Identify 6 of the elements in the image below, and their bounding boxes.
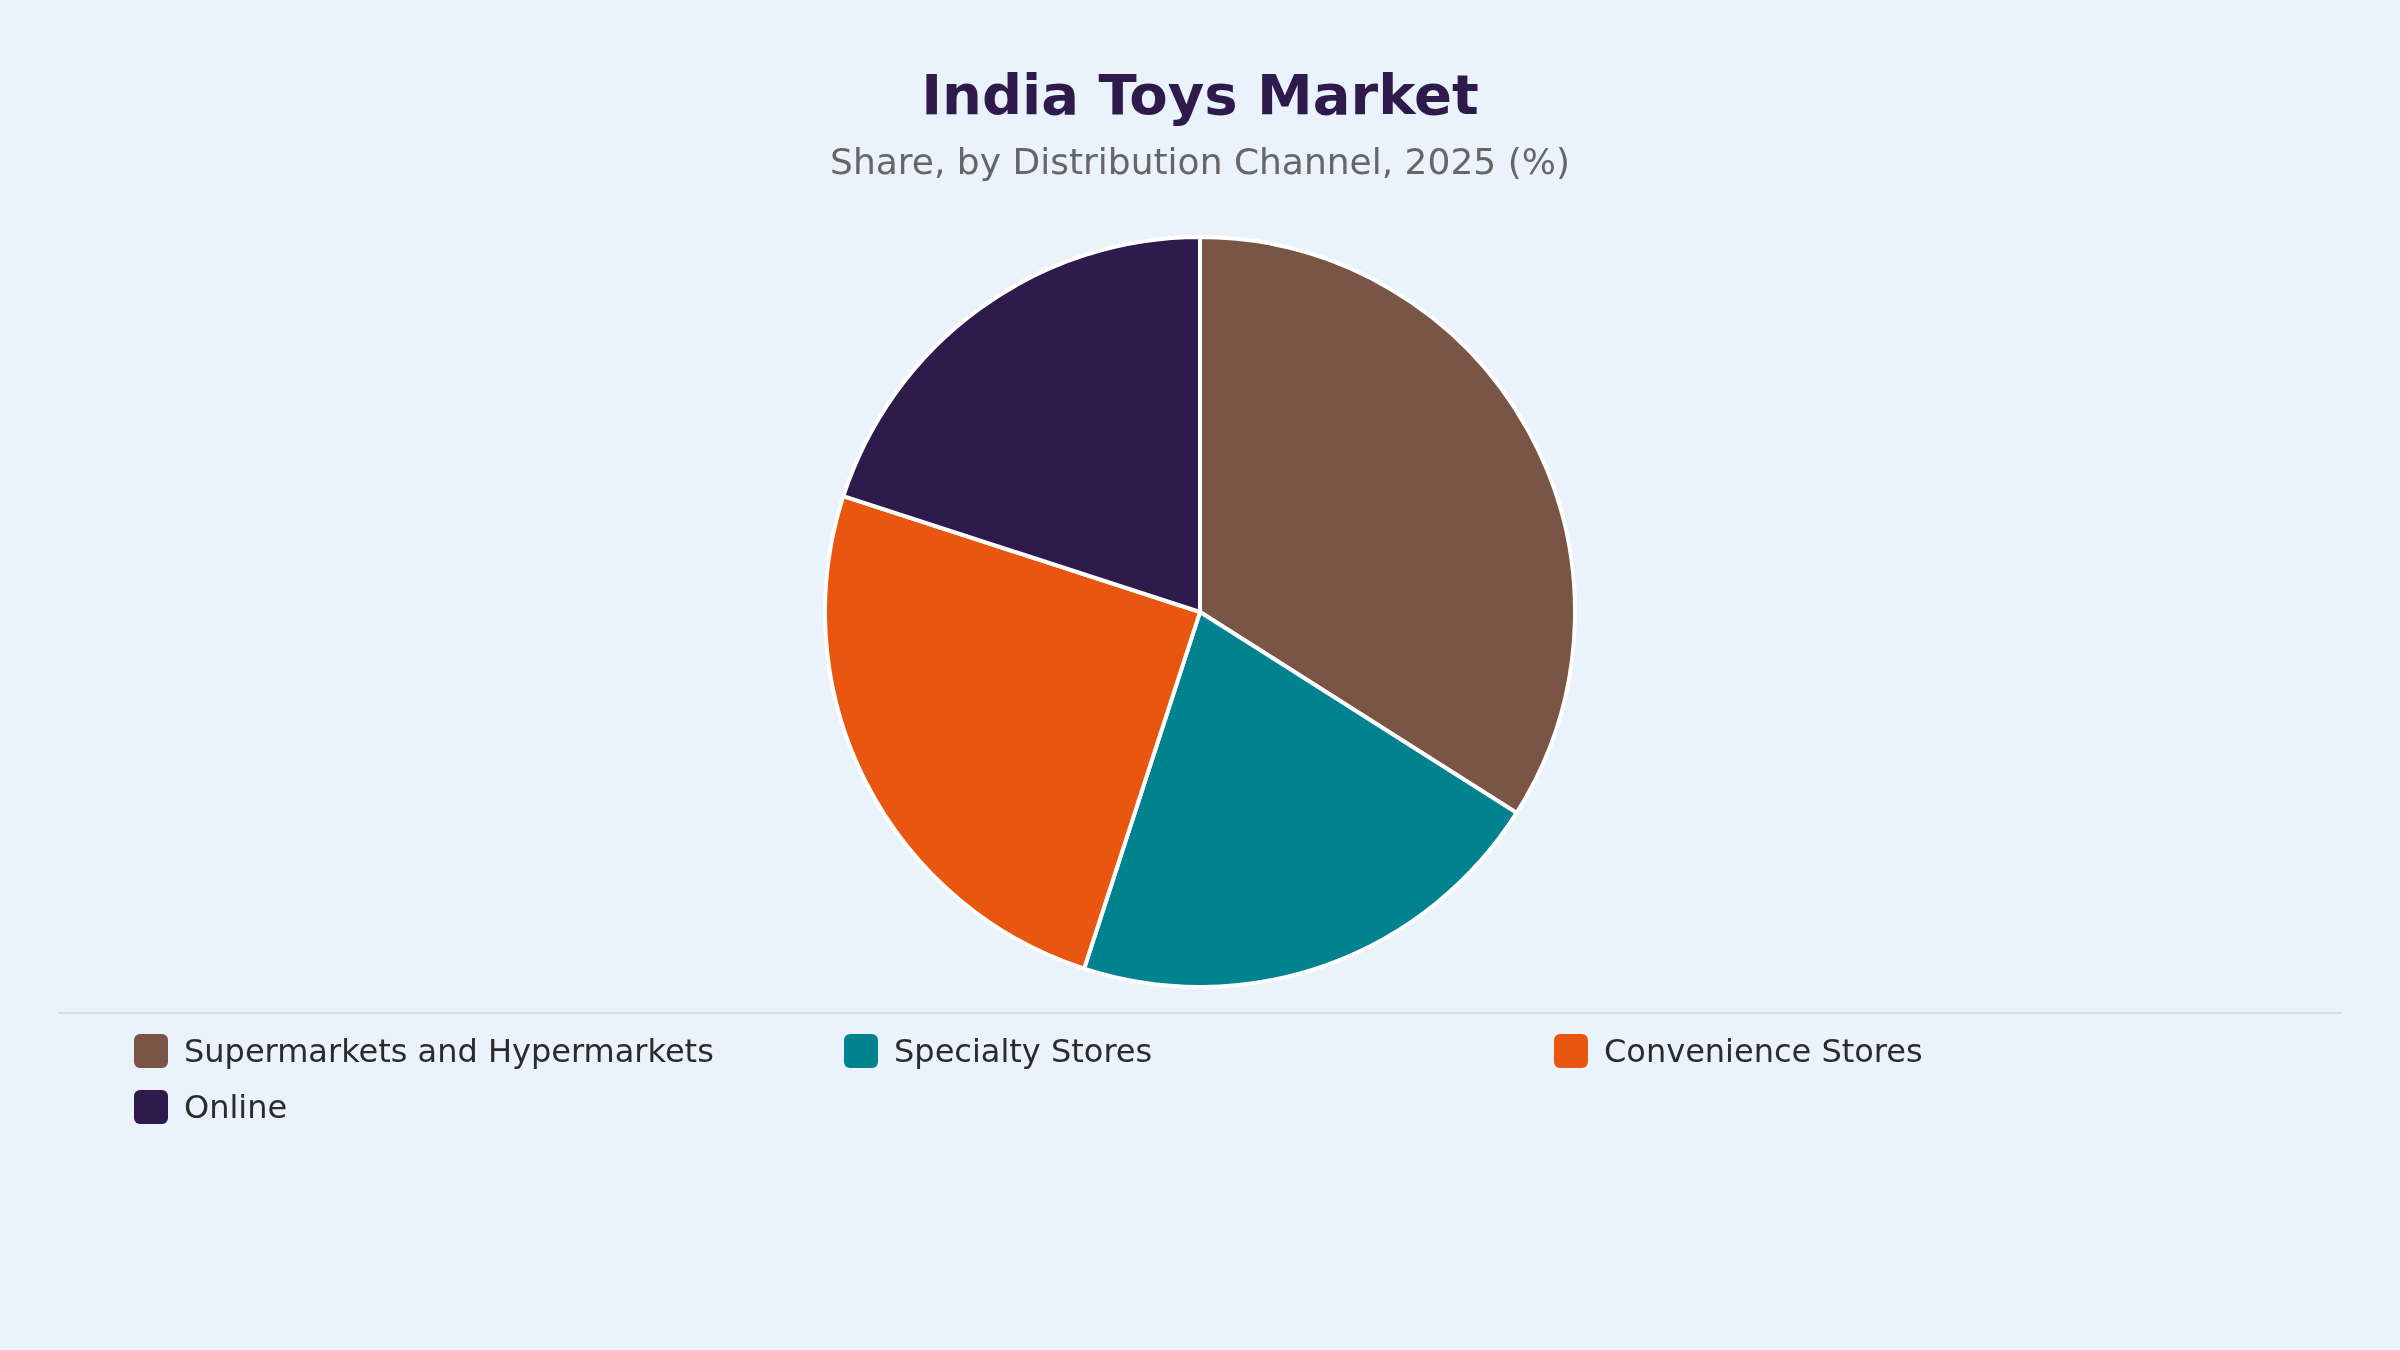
legend-label: Supermarkets and Hypermarkets xyxy=(184,1032,714,1070)
legend-label: Specialty Stores xyxy=(894,1032,1153,1070)
chart-subtitle: Share, by Distribution Channel, 2025 (%) xyxy=(829,141,1571,182)
legend-label: Convenience Stores xyxy=(1604,1032,1923,1070)
legend-label: Online xyxy=(184,1088,288,1126)
chart-title: India Toys Market xyxy=(920,62,1480,127)
